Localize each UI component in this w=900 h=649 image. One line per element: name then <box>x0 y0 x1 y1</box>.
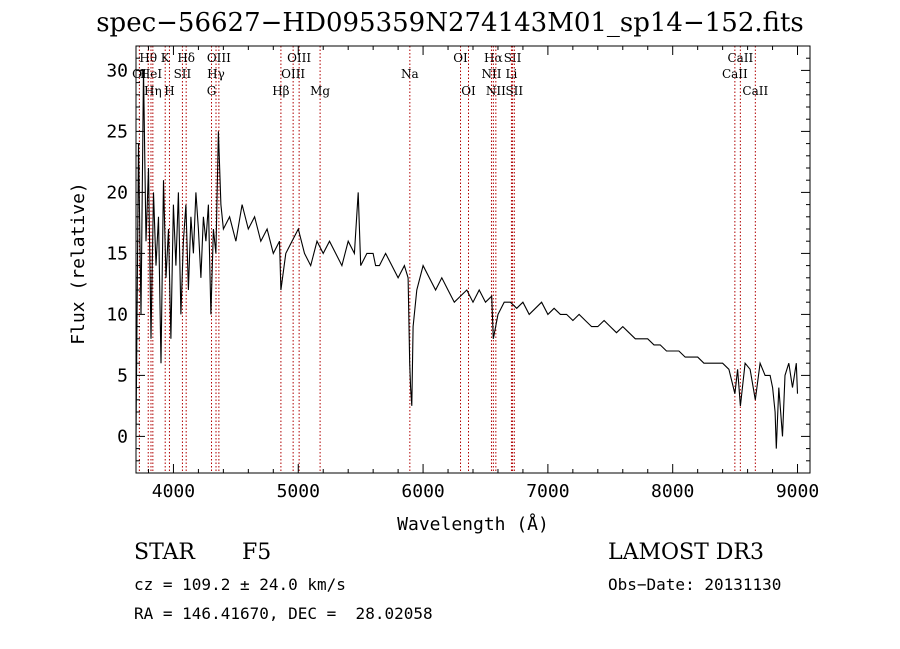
marker-label-26: CaII <box>742 84 768 98</box>
object-class: STAR <box>134 540 195 565</box>
marker-label-15: Na <box>401 67 419 81</box>
survey-name: LAMOST DR3 <box>608 540 764 565</box>
x-tick-label-9000: 9000 <box>776 481 819 502</box>
spectral-subclass: F5 <box>242 540 272 565</box>
x-tick-label-8000: 8000 <box>651 481 694 502</box>
x-axis-label: Wavelength (Å) <box>397 513 549 535</box>
marker-label-17: OI <box>461 84 476 98</box>
y-axis-label: Flux (relative) <box>68 182 89 345</box>
coordinates: RA = 146.41670, DEC = 28.02058 <box>134 604 433 623</box>
marker-label-4: K <box>161 51 171 65</box>
marker-label-14: Mg <box>310 84 330 98</box>
y-tick-label-20: 20 <box>106 182 128 203</box>
marker-label-13: OIII <box>281 67 305 81</box>
marker-label-10: G <box>207 84 217 98</box>
x-tick-label-6000: 6000 <box>401 481 444 502</box>
redshift-velocity: cz = 109.2 ± 24.0 km/s <box>134 575 346 594</box>
y-tick-label-10: 10 <box>106 304 128 325</box>
observation-date: Obs−Date: 20131130 <box>608 575 782 594</box>
marker-label-11: Hβ <box>272 84 289 98</box>
x-tick-label-5000: 5000 <box>277 481 320 502</box>
x-tick-label-7000: 7000 <box>526 481 569 502</box>
y-tick-label-0: 0 <box>117 426 128 447</box>
marker-label-2: HeⅠ <box>140 67 163 81</box>
marker-label-18: Hα <box>484 51 503 65</box>
marker-label-6: SII <box>174 67 192 81</box>
marker-label-16: OI <box>453 51 468 65</box>
marker-label-19: NII <box>481 67 501 81</box>
marker-label-9: Hγ <box>207 67 225 81</box>
marker-label-12: OIII <box>287 51 311 65</box>
marker-label-7: Hδ <box>177 51 195 65</box>
plot-frame <box>135 45 811 474</box>
marker-label-21: SII <box>504 51 522 65</box>
marker-label-24: CaII <box>727 51 753 65</box>
marker-label-25: CaII <box>722 67 748 81</box>
y-tick-label-25: 25 <box>106 121 128 142</box>
marker-label-8: OIII <box>207 51 231 65</box>
marker-label-22: Li <box>506 67 518 81</box>
y-tick-label-30: 30 <box>106 60 128 81</box>
marker-label-3: Hη <box>144 84 162 98</box>
marker-label-1: Hθ <box>139 51 157 65</box>
spectrum-line <box>135 70 799 449</box>
chart-title: spec−56627−HD095359N274143M01_sp14−152.f… <box>96 8 804 38</box>
marker-label-23: SII <box>505 84 523 98</box>
marker-label-5: H <box>164 84 174 98</box>
y-tick-label-5: 5 <box>117 365 128 386</box>
x-tick-label-4000: 4000 <box>152 481 195 502</box>
y-tick-label-15: 15 <box>106 243 128 264</box>
marker-label-20: NII <box>486 84 506 98</box>
